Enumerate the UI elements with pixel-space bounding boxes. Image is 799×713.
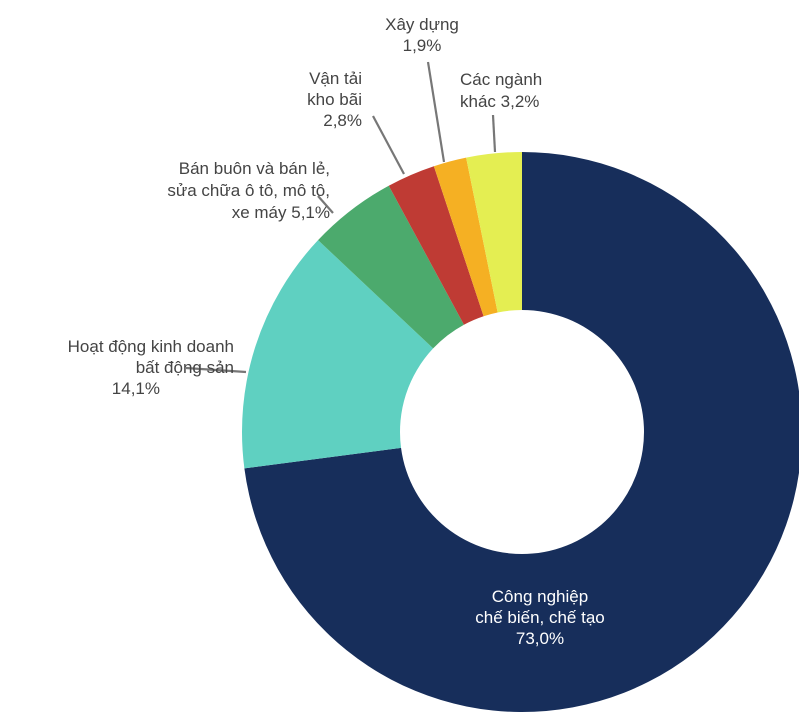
label-line: Bán buôn và bán lẻ, bbox=[179, 159, 330, 178]
label-van-tai-kho-bai: Vận tải kho bãi 2,8% bbox=[307, 69, 362, 130]
label-bat-dong-san: Hoạt động kinh doanh bất động sản 14,1% bbox=[68, 337, 234, 398]
label-ban-buon-ban-le: Bán buôn và bán lẻ, sửa chữa ô tô, mô tô,… bbox=[167, 159, 330, 222]
leader-line-cac-nganh-khac bbox=[491, 114, 497, 153]
slice-xay-dung bbox=[433, 157, 498, 317]
slice-bat-dong-san bbox=[242, 240, 434, 469]
leader-line-van-tai-kho-bai bbox=[372, 115, 405, 175]
slice-value: 5,1% bbox=[287, 203, 330, 222]
slice-value: 3,2% bbox=[496, 92, 539, 111]
slice-value: 14,1% bbox=[112, 379, 160, 398]
slice-value: 1,9% bbox=[403, 36, 442, 55]
label-line: bất động sản bbox=[136, 358, 234, 377]
label-line: chế biến, chế tạo bbox=[475, 608, 604, 627]
slice-van-tai-kho-bai bbox=[388, 166, 484, 325]
slice-labels: Công nghiệp chế biến, chế tạo 73,0% Hoạt độ… bbox=[68, 15, 605, 648]
slice-cac-nganh-khac bbox=[466, 152, 522, 313]
slice-value: 2,8% bbox=[323, 111, 362, 130]
label-line: khác bbox=[460, 92, 496, 111]
leader-line-ban-buon-ban-le bbox=[317, 195, 334, 214]
label-cac-nganh-khac: Các ngành khác 3,2% bbox=[460, 70, 542, 111]
label-line: kho bãi bbox=[307, 90, 362, 109]
label-line: Hoạt động kinh doanh bbox=[68, 337, 234, 356]
label-line: xe máy bbox=[232, 203, 287, 222]
slices bbox=[242, 152, 799, 712]
label-line: Công nghiệp bbox=[492, 587, 588, 606]
label-line: Các ngành bbox=[460, 70, 542, 89]
slice-ban-buon-ban-le bbox=[318, 185, 464, 349]
leader-lines bbox=[185, 61, 497, 374]
label-line: Vận tải bbox=[309, 69, 362, 88]
leader-line-xay-dung bbox=[426, 61, 446, 163]
label-xay-dung: Xây dựng 1,9% bbox=[385, 15, 459, 55]
label-cong-nghiep: Công nghiệp chế biến, chế tạo 73,0% bbox=[475, 587, 604, 648]
label-line: Xây dựng bbox=[385, 15, 459, 34]
slice-cong-nghiep bbox=[244, 152, 799, 712]
label-line: sửa chữa ô tô, mô tô, bbox=[167, 181, 330, 200]
slice-value: 73,0% bbox=[516, 629, 564, 648]
leader-line-bat-dong-san bbox=[185, 366, 247, 374]
